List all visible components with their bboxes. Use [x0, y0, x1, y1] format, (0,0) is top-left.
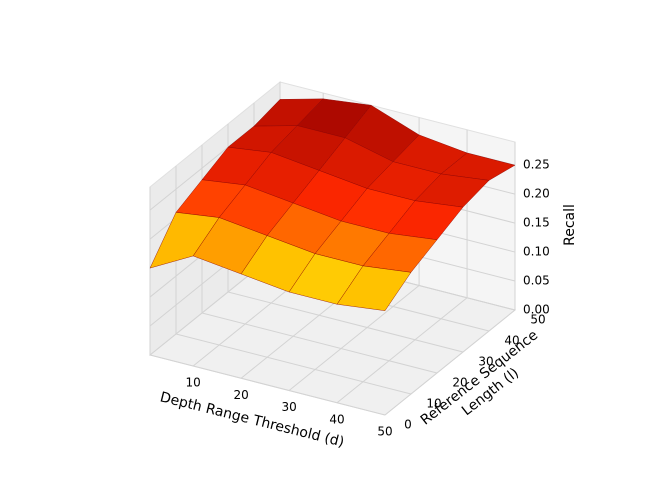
z-tick-label: 0.05	[523, 274, 550, 288]
y-tick-label: 0	[404, 418, 412, 432]
x-tick-label: 40	[329, 412, 344, 426]
z-tick-label: 0.15	[523, 216, 550, 230]
z-axis-title: Recall	[562, 204, 578, 246]
x-tick-label: 20	[233, 388, 248, 402]
y-tick-label: 30	[478, 355, 493, 369]
z-tick-label: 0.00	[523, 303, 550, 317]
y-tick-label: 20	[452, 376, 467, 390]
surface-patch	[336, 265, 412, 311]
x-tick-label: 30	[281, 400, 296, 414]
x-axis-title: Depth Range Threshold (d)	[158, 389, 345, 450]
x-tick-label: 10	[186, 376, 201, 390]
y-tick-label: 10	[426, 397, 441, 411]
y-tick-label: 40	[504, 334, 519, 348]
z-tick-label: 0.20	[523, 187, 550, 201]
z-tick-label: 0.10	[523, 245, 550, 259]
x-tick-label: 50	[377, 425, 392, 439]
z-tick-label: 0.25	[523, 158, 550, 172]
y-tick-label: 50	[530, 313, 545, 327]
